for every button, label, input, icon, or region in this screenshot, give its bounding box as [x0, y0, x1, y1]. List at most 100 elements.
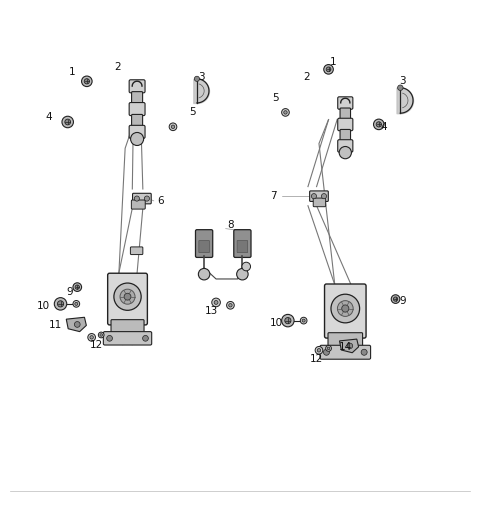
- FancyBboxPatch shape: [320, 345, 371, 359]
- Circle shape: [324, 65, 333, 74]
- FancyBboxPatch shape: [103, 332, 152, 345]
- Circle shape: [84, 79, 89, 84]
- Circle shape: [339, 146, 351, 159]
- Circle shape: [284, 111, 287, 114]
- Circle shape: [327, 347, 330, 350]
- Circle shape: [376, 122, 382, 127]
- FancyBboxPatch shape: [129, 80, 145, 93]
- Circle shape: [54, 297, 67, 310]
- Circle shape: [326, 67, 331, 72]
- Circle shape: [114, 283, 141, 310]
- Circle shape: [88, 333, 96, 341]
- Text: 5: 5: [273, 93, 279, 103]
- FancyBboxPatch shape: [199, 241, 209, 252]
- FancyBboxPatch shape: [132, 114, 143, 126]
- Circle shape: [361, 349, 367, 355]
- Text: 5: 5: [189, 108, 195, 117]
- Text: 1: 1: [69, 67, 76, 77]
- Circle shape: [373, 119, 384, 130]
- Text: 4: 4: [380, 122, 387, 132]
- Text: 10: 10: [269, 318, 282, 328]
- Text: 13: 13: [204, 306, 218, 316]
- FancyBboxPatch shape: [111, 319, 144, 333]
- Circle shape: [212, 298, 220, 307]
- Text: 3: 3: [399, 76, 406, 87]
- Circle shape: [169, 123, 177, 131]
- FancyBboxPatch shape: [313, 198, 325, 207]
- Circle shape: [75, 303, 78, 305]
- Text: 9: 9: [399, 296, 406, 307]
- Circle shape: [73, 301, 80, 307]
- FancyBboxPatch shape: [132, 200, 145, 209]
- FancyBboxPatch shape: [129, 102, 145, 116]
- Circle shape: [144, 196, 149, 201]
- Circle shape: [325, 346, 331, 351]
- Circle shape: [315, 347, 323, 354]
- Circle shape: [302, 319, 305, 322]
- Circle shape: [107, 335, 112, 341]
- Circle shape: [242, 262, 251, 271]
- Circle shape: [73, 283, 82, 291]
- Circle shape: [331, 294, 360, 323]
- Circle shape: [120, 289, 135, 304]
- FancyBboxPatch shape: [340, 130, 350, 141]
- Circle shape: [237, 268, 248, 280]
- Circle shape: [394, 297, 398, 301]
- Circle shape: [143, 335, 148, 341]
- FancyBboxPatch shape: [131, 247, 143, 254]
- Text: 14: 14: [339, 342, 352, 352]
- Polygon shape: [339, 339, 359, 353]
- Text: 2: 2: [115, 62, 121, 72]
- Circle shape: [227, 302, 234, 309]
- Circle shape: [312, 194, 316, 199]
- FancyBboxPatch shape: [237, 241, 248, 252]
- FancyBboxPatch shape: [340, 108, 350, 119]
- Circle shape: [347, 343, 353, 349]
- Circle shape: [75, 285, 79, 289]
- FancyBboxPatch shape: [132, 194, 151, 204]
- Circle shape: [58, 301, 64, 307]
- FancyBboxPatch shape: [132, 92, 143, 104]
- Circle shape: [391, 295, 400, 304]
- Circle shape: [285, 317, 291, 324]
- Text: 9: 9: [67, 287, 73, 297]
- Circle shape: [100, 334, 103, 336]
- Circle shape: [62, 116, 73, 127]
- Circle shape: [131, 133, 144, 145]
- Text: 12: 12: [310, 354, 323, 364]
- Circle shape: [282, 109, 289, 116]
- Circle shape: [90, 336, 93, 339]
- FancyBboxPatch shape: [338, 140, 353, 152]
- Circle shape: [65, 119, 71, 125]
- Text: 10: 10: [37, 301, 50, 311]
- FancyBboxPatch shape: [324, 284, 366, 338]
- Circle shape: [194, 76, 200, 81]
- FancyBboxPatch shape: [310, 191, 328, 201]
- Circle shape: [317, 349, 321, 352]
- FancyBboxPatch shape: [328, 333, 362, 347]
- FancyBboxPatch shape: [338, 118, 353, 131]
- Circle shape: [337, 301, 353, 316]
- Text: 2: 2: [304, 72, 310, 81]
- Polygon shape: [66, 317, 86, 332]
- Circle shape: [397, 85, 403, 91]
- Text: 6: 6: [158, 196, 164, 206]
- Circle shape: [124, 293, 131, 300]
- Circle shape: [214, 301, 218, 304]
- Text: 8: 8: [227, 220, 234, 230]
- Text: 3: 3: [198, 72, 205, 81]
- Text: 1: 1: [330, 57, 336, 67]
- Circle shape: [324, 349, 329, 355]
- Circle shape: [228, 304, 232, 307]
- Circle shape: [300, 317, 307, 324]
- FancyBboxPatch shape: [195, 230, 213, 258]
- Circle shape: [82, 76, 92, 87]
- FancyBboxPatch shape: [129, 125, 145, 138]
- FancyBboxPatch shape: [234, 230, 251, 258]
- Text: 4: 4: [45, 112, 52, 122]
- Text: 12: 12: [90, 339, 103, 350]
- FancyBboxPatch shape: [108, 273, 147, 325]
- Text: 11: 11: [49, 321, 62, 330]
- Circle shape: [282, 314, 294, 327]
- Circle shape: [74, 322, 80, 327]
